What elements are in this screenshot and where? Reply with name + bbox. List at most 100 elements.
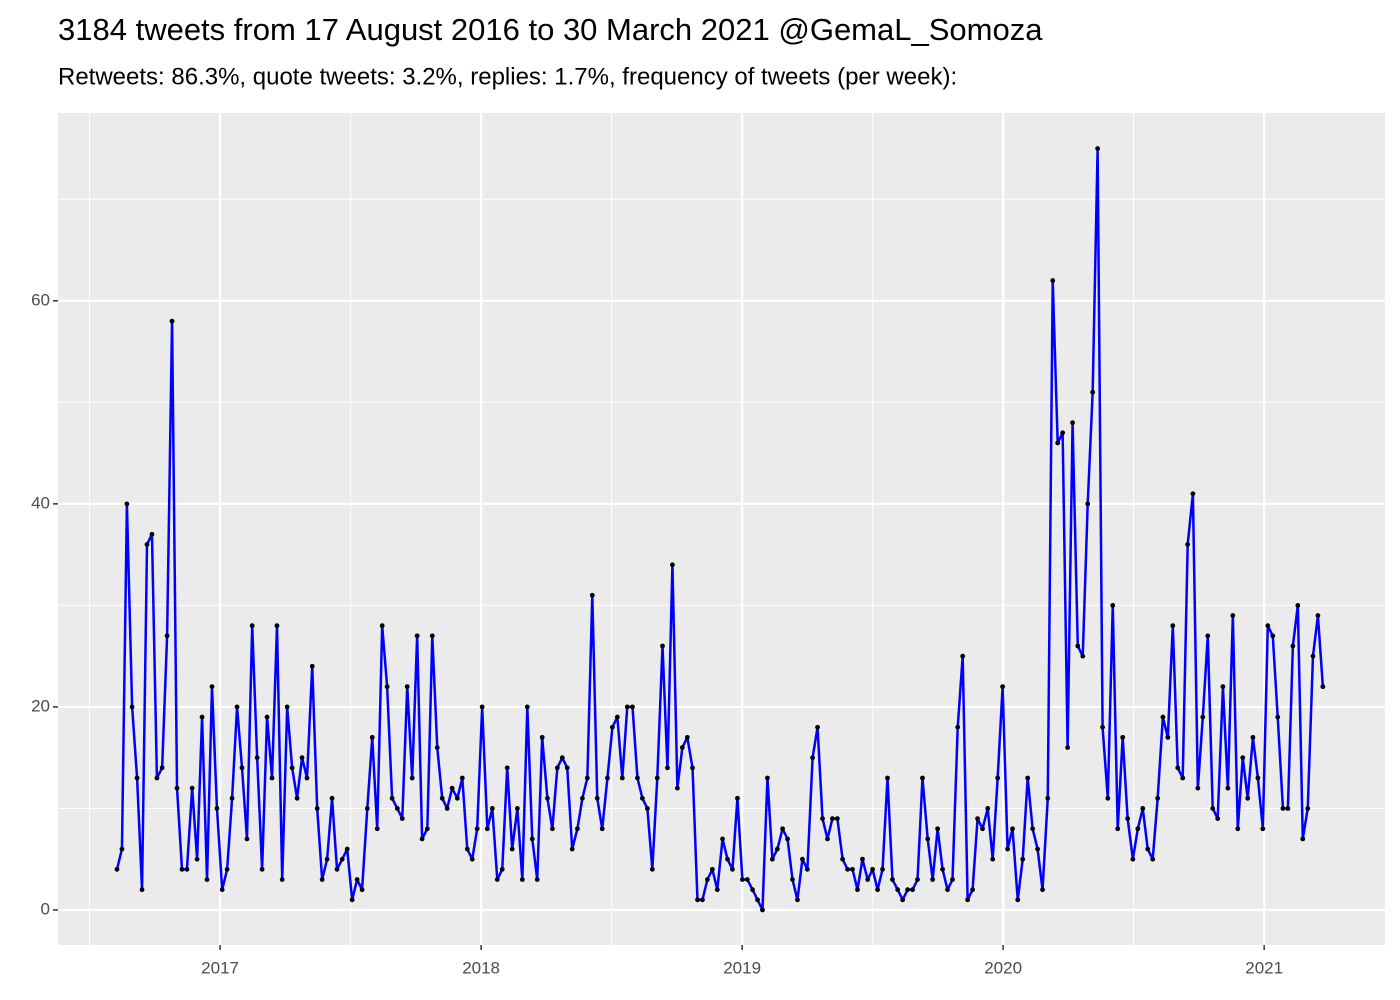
data-point	[860, 856, 865, 862]
data-point	[940, 866, 945, 872]
data-point	[660, 643, 665, 649]
data-point	[1295, 602, 1301, 608]
data-point	[239, 765, 245, 771]
data-point	[484, 826, 490, 832]
x-tick-label: 2017	[201, 958, 239, 977]
data-point	[564, 765, 570, 771]
data-point	[1210, 806, 1216, 811]
data-point	[630, 704, 635, 710]
data-point	[614, 714, 620, 720]
data-point	[209, 684, 215, 690]
data-point	[830, 816, 835, 822]
data-point	[189, 785, 195, 791]
data-point	[354, 877, 360, 882]
data-point	[709, 866, 715, 872]
data-point	[514, 806, 520, 811]
data-point	[319, 877, 325, 882]
data-point	[985, 806, 991, 811]
data-point	[1075, 643, 1081, 649]
data-point	[880, 866, 885, 872]
data-point	[850, 866, 855, 872]
data-point	[920, 775, 925, 781]
data-point	[424, 826, 430, 832]
data-point	[1260, 826, 1266, 832]
data-point	[735, 795, 740, 801]
data-point	[184, 866, 190, 872]
data-point	[644, 806, 650, 811]
data-point	[640, 795, 645, 801]
data-point	[795, 897, 800, 903]
chart-subtitle: Retweets: 86.3%, quote tweets: 3.2%, rep…	[58, 63, 957, 90]
y-tick-label: 40	[31, 493, 50, 512]
data-point	[900, 897, 906, 903]
data-point	[1155, 795, 1161, 801]
data-point	[399, 816, 405, 822]
data-point	[1085, 501, 1091, 507]
data-point	[344, 846, 350, 852]
data-point	[1050, 278, 1056, 283]
data-point	[434, 745, 440, 750]
y-tick-label: 60	[31, 290, 50, 309]
data-point	[369, 734, 375, 740]
data-point	[960, 653, 966, 659]
data-point	[1045, 795, 1051, 801]
data-point	[304, 775, 310, 781]
data-point	[154, 775, 160, 781]
data-point	[1140, 806, 1146, 811]
data-point	[1320, 684, 1326, 690]
data-point	[665, 765, 670, 771]
data-point	[534, 877, 540, 882]
data-point	[589, 592, 595, 598]
data-point	[1290, 643, 1296, 649]
data-point	[524, 704, 530, 710]
data-point	[214, 806, 220, 811]
data-point	[674, 785, 680, 791]
data-point	[1030, 826, 1036, 832]
data-point	[489, 806, 495, 811]
data-point	[970, 887, 975, 893]
data-point	[700, 897, 705, 903]
data-point	[1180, 775, 1186, 781]
data-point	[204, 877, 210, 882]
data-point	[1240, 755, 1246, 761]
data-point	[845, 866, 850, 872]
data-point	[129, 704, 135, 710]
data-point	[820, 816, 825, 822]
data-point	[499, 866, 505, 872]
data-point	[474, 826, 480, 832]
data-point	[234, 704, 240, 710]
data-point	[454, 795, 460, 801]
data-point	[1230, 613, 1236, 618]
data-point	[1055, 440, 1061, 446]
data-point	[975, 816, 980, 822]
data-point	[379, 623, 385, 629]
data-point	[1090, 389, 1096, 395]
data-point	[1025, 775, 1031, 781]
data-point	[790, 877, 795, 882]
data-point	[559, 755, 565, 761]
data-point	[539, 734, 545, 740]
data-point	[1110, 602, 1116, 608]
data-point	[584, 775, 590, 781]
data-point	[439, 795, 445, 801]
data-point	[965, 897, 971, 903]
data-point	[509, 846, 515, 852]
data-point	[194, 856, 200, 862]
data-point	[219, 887, 225, 893]
data-point	[765, 775, 770, 781]
data-point	[1005, 846, 1010, 852]
data-point	[720, 836, 725, 842]
data-point	[1115, 826, 1121, 832]
data-point	[254, 755, 260, 761]
data-point	[905, 887, 911, 893]
data-point	[670, 562, 675, 568]
data-point	[174, 785, 180, 791]
data-point	[349, 897, 355, 903]
data-point	[875, 887, 880, 893]
data-point	[1000, 684, 1006, 690]
data-point	[769, 856, 775, 862]
data-point	[545, 795, 550, 801]
data-point	[1015, 897, 1021, 903]
data-point	[394, 806, 400, 811]
